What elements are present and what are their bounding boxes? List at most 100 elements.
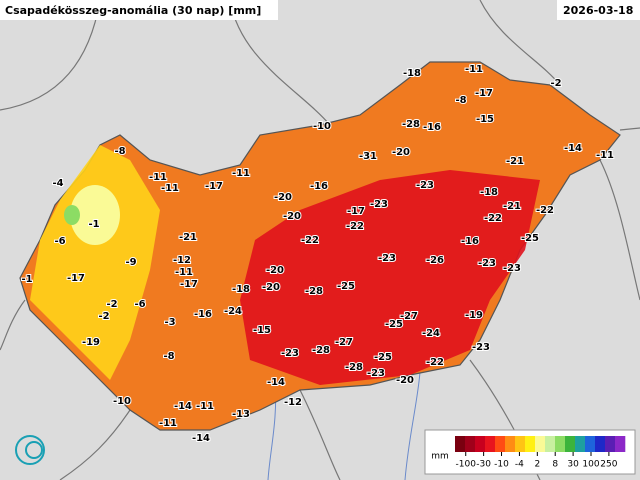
- station-value: -3: [164, 317, 175, 328]
- station-value: -2: [98, 311, 109, 322]
- legend-swatch: [575, 436, 586, 452]
- station-value: -11: [465, 64, 483, 75]
- station-value: -25: [337, 281, 355, 292]
- station-value: -27: [335, 337, 353, 348]
- station-value: -19: [82, 337, 100, 348]
- legend-swatch: [615, 436, 626, 452]
- anomaly-zone: [240, 170, 540, 385]
- station-value: -2: [550, 78, 561, 89]
- legend-swatch: [585, 436, 596, 452]
- station-value: -23: [503, 263, 521, 274]
- station-value: -20: [396, 375, 414, 386]
- station-value: -19: [465, 310, 483, 321]
- legend-swatch: [505, 436, 516, 452]
- station-value: -14: [174, 401, 192, 412]
- station-value: -28: [305, 286, 323, 297]
- station-value: -6: [134, 299, 145, 310]
- legend-swatch: [545, 436, 556, 452]
- legend-swatch: [535, 436, 546, 452]
- station-value: -15: [476, 114, 494, 125]
- station-value: -20: [266, 265, 284, 276]
- station-value: -23: [367, 368, 385, 379]
- station-value: -17: [475, 88, 493, 99]
- station-value: -16: [310, 181, 328, 192]
- station-value: -20: [262, 282, 280, 293]
- station-value: -23: [478, 258, 496, 269]
- station-value: -11: [159, 418, 177, 429]
- station-value: -1: [21, 274, 32, 285]
- station-value: -22: [301, 235, 319, 246]
- legend-swatch: [465, 436, 476, 452]
- anomaly-zone: [30, 145, 160, 380]
- station-value: -20: [274, 192, 292, 203]
- date: 2026-03-18: [563, 4, 633, 17]
- legend-tick-label: -4: [515, 460, 524, 470]
- station-value: -22: [536, 205, 554, 216]
- station-value: -28: [402, 119, 420, 130]
- legend-tick-label: -100: [456, 460, 477, 470]
- station-value: -8: [455, 95, 466, 106]
- station-value: -9: [125, 257, 136, 268]
- station-value: -24: [422, 328, 440, 339]
- station-value: -18: [480, 187, 498, 198]
- anomaly-zone: [70, 185, 120, 245]
- legend-swatch: [495, 436, 506, 452]
- date-box: [557, 0, 640, 20]
- station-value: -24: [224, 306, 242, 317]
- station-value: -27: [400, 311, 418, 322]
- legend-tick-label: 30: [567, 460, 579, 470]
- station-value: -16: [194, 309, 212, 320]
- legend-swatch: [555, 436, 566, 452]
- station-value: -26: [426, 255, 444, 266]
- station-value: -6: [54, 236, 65, 247]
- station-value: -31: [359, 151, 377, 162]
- legend-tick-label: 250: [600, 460, 617, 470]
- station-value: -20: [283, 211, 301, 222]
- station-value: -20: [392, 147, 410, 158]
- station-value: -11: [175, 267, 193, 278]
- legend-unit: mm: [431, 452, 449, 462]
- station-value: -22: [484, 213, 502, 224]
- station-value: -11: [232, 168, 250, 179]
- legend-swatch: [455, 436, 466, 452]
- station-value: -13: [232, 409, 250, 420]
- station-value: -23: [378, 253, 396, 264]
- station-value: -15: [253, 325, 271, 336]
- station-value: -28: [345, 362, 363, 373]
- station-value: -1: [88, 219, 99, 230]
- station-value: -10: [113, 396, 131, 407]
- legend-swatch: [525, 436, 536, 452]
- station-value: -8: [163, 351, 174, 362]
- station-value: -11: [161, 183, 179, 194]
- station-value: -21: [506, 156, 524, 167]
- station-value: -23: [472, 342, 490, 353]
- station-value: -21: [179, 232, 197, 243]
- legend-tick-label: -10: [494, 460, 509, 470]
- title-box: [0, 0, 278, 20]
- legend-swatch: [515, 436, 526, 452]
- station-value: -23: [281, 348, 299, 359]
- station-value: -4: [52, 178, 63, 189]
- station-value: -21: [503, 201, 521, 212]
- station-value: -16: [423, 122, 441, 133]
- legend-tick-label: 2: [534, 460, 540, 470]
- legend-swatch: [565, 436, 576, 452]
- station-value: -22: [346, 221, 364, 232]
- station-value: -17: [67, 273, 85, 284]
- station-value: -28: [312, 345, 330, 356]
- title: Csapadékösszeg-anomália (30 nap) [mm]: [5, 4, 261, 17]
- station-value: -23: [416, 180, 434, 191]
- station-value: -10: [313, 121, 331, 132]
- legend-tick-label: -30: [476, 460, 491, 470]
- legend-swatch: [595, 436, 606, 452]
- legend-swatch: [485, 436, 496, 452]
- station-value: -25: [521, 233, 539, 244]
- station-value: -18: [403, 68, 421, 79]
- legend-swatch: [605, 436, 616, 452]
- station-value: -25: [374, 352, 392, 363]
- legend-swatch: [475, 436, 486, 452]
- anomaly-zone: [64, 205, 80, 225]
- station-value: -2: [106, 299, 117, 310]
